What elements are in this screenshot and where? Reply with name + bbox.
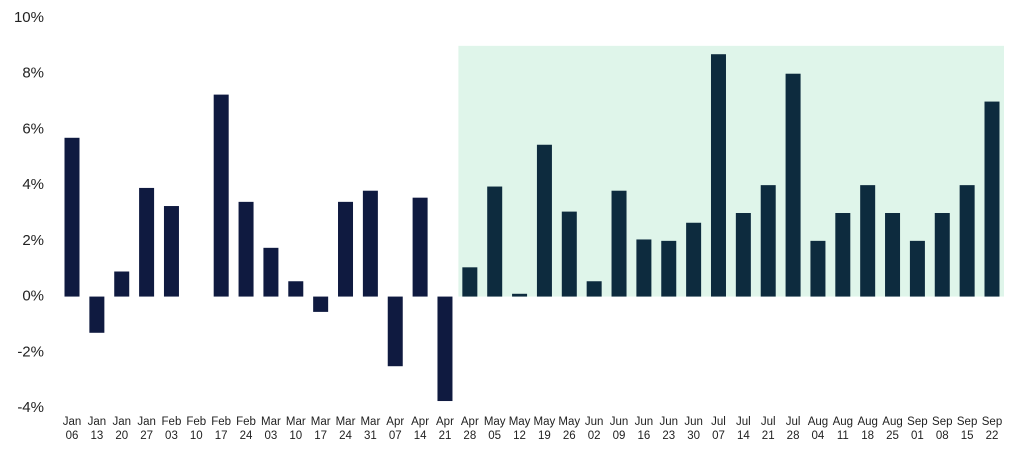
- x-tick-label: Aug 04: [807, 416, 829, 442]
- x-tick-label: May 05: [483, 416, 506, 442]
- x-tick-label: Aug 11: [832, 416, 854, 442]
- bar: [760, 185, 776, 297]
- bar: [487, 186, 503, 297]
- x-tick-label: Mar 24: [335, 416, 356, 442]
- x-tick-label: May 19: [533, 416, 556, 442]
- bar: [64, 137, 80, 297]
- bar: [462, 267, 478, 297]
- x-tick-label: Aug 25: [882, 416, 903, 442]
- bar: [710, 54, 726, 297]
- x-tick-label: Mar 17: [310, 416, 331, 442]
- bar: [984, 101, 1000, 297]
- bar: [89, 296, 105, 333]
- x-tick-label: Feb 24: [236, 416, 256, 442]
- x-tick-label: May 26: [558, 416, 581, 442]
- x-tick-label: Jan 13: [87, 416, 107, 442]
- bar: [785, 73, 801, 297]
- bar: [561, 211, 577, 297]
- bar: [909, 240, 925, 297]
- x-tick-label: Jan 06: [62, 416, 82, 442]
- y-tick-label: 8%: [22, 65, 44, 82]
- x-tick-label: Jun 23: [659, 416, 679, 442]
- bar: [512, 293, 528, 297]
- x-tick-label: Jul 21: [760, 416, 776, 442]
- bar: [288, 281, 304, 297]
- bar: [437, 296, 453, 402]
- x-tick-label: Sep 22: [981, 416, 1003, 442]
- x-tick-label: Jul 14: [735, 416, 751, 442]
- bar: [536, 144, 552, 297]
- y-tick-label: 6%: [22, 120, 44, 137]
- bar: [735, 213, 751, 297]
- bar: [835, 213, 851, 297]
- bar: [586, 281, 602, 297]
- x-tick-label: Mar 31: [360, 416, 381, 442]
- x-tick-label: Sep 15: [956, 416, 978, 442]
- bar: [139, 187, 155, 297]
- bar: [114, 271, 130, 297]
- x-tick-label: Aug 18: [857, 416, 878, 442]
- x-tick-label: Mar 03: [261, 416, 281, 442]
- bar: [263, 247, 279, 297]
- bar: [810, 240, 826, 297]
- x-tick-label: Jan 20: [112, 416, 131, 442]
- bar: [238, 201, 254, 297]
- bar: [412, 197, 428, 297]
- bar: [959, 185, 975, 297]
- x-tick-label: Jun 30: [684, 416, 703, 442]
- y-tick-label: -4%: [17, 399, 44, 416]
- x-tick-label: Jun 16: [634, 416, 654, 442]
- x-tick-label: Mar 10: [285, 416, 306, 442]
- x-tick-label: Jul 07: [711, 416, 726, 442]
- x-tick-label: Feb 10: [186, 416, 207, 442]
- x-tick-label: Jun 02: [584, 416, 604, 442]
- y-tick-label: -2%: [17, 343, 44, 360]
- y-tick-label: 2%: [22, 232, 44, 249]
- bar: [387, 296, 403, 367]
- x-tick-label: Feb 17: [211, 416, 232, 442]
- x-tick-label: Jan 27: [137, 416, 156, 442]
- y-tick-label: 10%: [14, 9, 44, 26]
- bar: [338, 201, 354, 297]
- y-tick-label: 0%: [22, 288, 44, 305]
- y-tick-label: 4%: [22, 176, 44, 193]
- x-tick-label: Jun 09: [609, 416, 629, 442]
- bar: [860, 185, 876, 297]
- bar: [163, 206, 179, 297]
- bar: [934, 213, 950, 297]
- x-tick-label: Apr 21: [436, 416, 454, 442]
- x-tick-label: Apr 07: [386, 416, 405, 442]
- bar: [885, 213, 901, 297]
- bar: [313, 296, 329, 312]
- x-tick-label: Apr 28: [460, 416, 479, 442]
- bar: [213, 94, 229, 297]
- x-tick-label: Apr 14: [411, 416, 430, 442]
- x-tick-label: Feb 03: [161, 416, 182, 442]
- bar: [686, 222, 702, 297]
- x-tick-label: Sep 01: [907, 416, 928, 442]
- bar: [611, 190, 627, 297]
- bar: [636, 239, 652, 297]
- bar: [661, 240, 677, 297]
- x-tick-label: Sep 08: [932, 416, 953, 442]
- x-tick-label: Jul 28: [785, 416, 801, 442]
- bar: [362, 190, 378, 297]
- x-tick-label: May 12: [508, 416, 531, 442]
